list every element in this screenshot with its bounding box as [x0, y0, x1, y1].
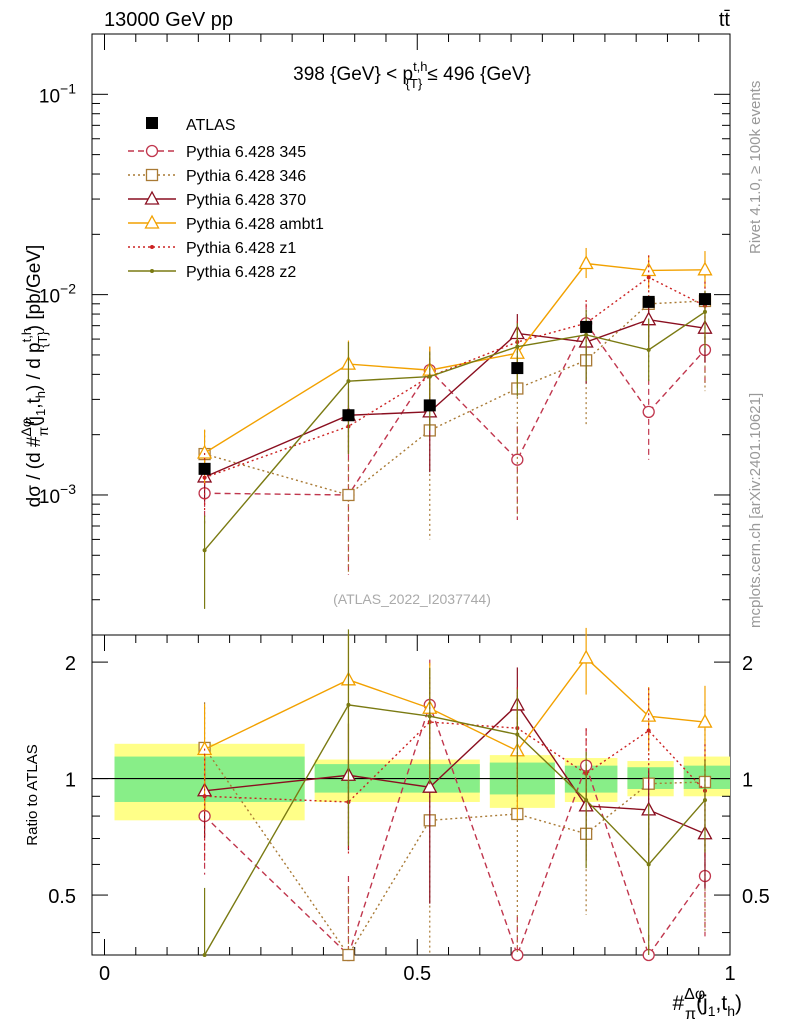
- legend-label-345: Pythia 6.428 345: [186, 144, 306, 161]
- data-point-ambt1: [697, 261, 713, 276]
- data-point-z1: [646, 275, 651, 280]
- ratio-point-z2: [515, 732, 520, 737]
- analysis-watermark: (ATLAS_2022_I2037744): [333, 591, 491, 607]
- ratio-point-z2: [427, 714, 432, 719]
- legend-atlas-label: ATLAS: [186, 117, 236, 134]
- x-tick-label: 0: [99, 963, 110, 985]
- legend-marker-ambt1: [144, 214, 160, 229]
- atlas-data-point: [423, 399, 436, 412]
- series-line-346: [204, 300, 706, 496]
- legend-marker-346: [145, 168, 159, 182]
- atlas-data-point: [198, 462, 211, 475]
- y-tick-label: 10−1: [39, 80, 76, 107]
- ratio-y-tick-label-right: 0.5: [742, 886, 770, 908]
- series-line-345: [204, 321, 706, 496]
- mcplots-reference-label: mcplots.cern.ch [arXiv:2401.10621]: [747, 393, 764, 628]
- series-line-370: [204, 318, 706, 478]
- atlas-data-point: [342, 409, 355, 422]
- ratio-axis-ticks: 0.5 0.5 1 1 2 2: [48, 635, 770, 955]
- x-axis-label: #Δφ π(j1,th): [672, 986, 742, 1023]
- ratio-y-axis-label: Ratio to ATLAS: [24, 744, 41, 845]
- header-energy-label: 13000 GeV pp: [104, 9, 233, 31]
- ratio-point-345: [511, 948, 524, 962]
- rivet-version-label: Rivet 4.1.0, ≥ 100k events: [747, 81, 764, 254]
- ratio-line-345: [204, 702, 706, 958]
- ratio-point-z2: [702, 798, 707, 803]
- ratio-point-ambt1: [697, 713, 713, 728]
- data-point-345: [642, 405, 655, 418]
- ratio-panel: 0.5 0.5 1 1 2 2 Ratio to ATLAS: [24, 627, 770, 962]
- data-point-z2: [702, 309, 707, 314]
- atlas-data-point: [642, 295, 655, 308]
- series-line-z2: [204, 311, 706, 551]
- atlas-data-point: [698, 293, 711, 306]
- ratio-point-z2: [584, 798, 589, 803]
- data-point-ambt1: [578, 255, 594, 270]
- legend-marker-345: [145, 144, 159, 158]
- main-data-layer: [196, 247, 713, 609]
- x-tick-label: 1: [724, 963, 735, 985]
- ratio-y-tick-label-right: 1: [742, 770, 753, 792]
- legend-marker-z2: [150, 269, 154, 273]
- ratio-line-z2: [203, 704, 706, 956]
- ratio-point-z1: [646, 728, 651, 733]
- legend-label-z1: Pythia 6.428 z1: [186, 240, 296, 257]
- data-point-346: [342, 488, 355, 502]
- y-tick-label: 10−3: [39, 481, 76, 508]
- legend-label-z2: Pythia 6.428 z2: [186, 264, 296, 281]
- legend-label-ambt1: Pythia 6.428 ambt1: [186, 216, 324, 233]
- y-tick-label: 10−2: [39, 281, 76, 308]
- legend-label-370: Pythia 6.428 370: [186, 192, 306, 209]
- x-tick-labels: 0 0.5 1: [99, 963, 736, 985]
- atlas-data-point: [511, 362, 524, 375]
- ratio-y-tick-label: 0.5: [48, 886, 76, 908]
- data-point-z2: [346, 379, 351, 384]
- legend-atlas-marker: [146, 117, 158, 129]
- main-axis-ticks: 10−3 10−2 10−1: [39, 33, 731, 636]
- data-point-345: [511, 453, 524, 466]
- legend-marker-370: [144, 190, 160, 205]
- ratio-y-tick-label: 1: [65, 770, 76, 792]
- svg-text:dσ / (d #Δφπ(j1,th) / d pt,h{T: dσ / (d #Δφπ(j1,th) / d pt,h{T}) [pb/GeV…: [18, 245, 51, 508]
- x-tick-label: 0.5: [403, 963, 431, 985]
- ratio-point-z2: [346, 702, 351, 707]
- ratio-point-370: [422, 778, 438, 793]
- ratio-point-ambt1: [578, 649, 594, 664]
- ratio-y-tick-label: 2: [65, 653, 76, 675]
- ratio-line-ambt1: [204, 656, 706, 752]
- ratio-point-z1: [202, 794, 207, 799]
- ratio-point-z2: [202, 953, 207, 957]
- legend-label-346: Pythia 6.428 346: [186, 168, 306, 185]
- data-point-z2: [646, 347, 651, 352]
- legend-series-entries: Pythia 6.428 345 Pythia 6.428 346 Pythia 6…: [128, 144, 324, 281]
- data-point-z2: [202, 548, 207, 553]
- atlas-data-point: [580, 320, 593, 333]
- series-line-z1: [204, 276, 706, 479]
- header-process-label: tt̄: [719, 9, 731, 31]
- ratio-point-346: [342, 948, 355, 962]
- data-point-z2: [427, 374, 432, 379]
- y-axis-label: dσ / (d #Δφπ(j1,th) / d pt,h{T}) [pb/GeV…: [18, 245, 51, 508]
- ratio-y-tick-label-right: 2: [742, 653, 753, 675]
- chart-title: 398 {GeV} < pt,h {T} ≤ 496 {GeV}: [293, 59, 531, 91]
- legend-marker-z1: [150, 245, 154, 249]
- ratio-point-z2: [646, 862, 651, 867]
- main-panel: 10−3 10−2 10−1 398 {GeV} < pt,h {T} ≤ 496 {…: [18, 33, 731, 636]
- data-point-z1: [202, 475, 207, 480]
- ratio-data-layer: [196, 627, 713, 962]
- data-point-z2: [515, 344, 520, 349]
- data-point-z2: [584, 332, 589, 337]
- series-line-ambt1: [204, 262, 705, 454]
